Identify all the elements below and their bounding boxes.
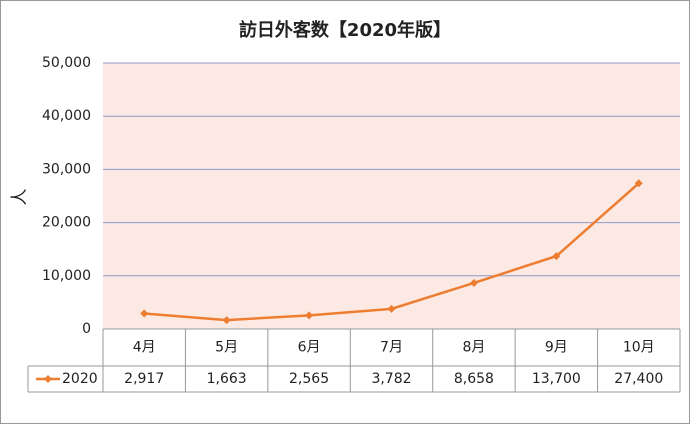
chart-title: 訪日外客数【2020年版】: [239, 19, 451, 41]
data-point: [140, 309, 149, 318]
data-point: [222, 316, 231, 325]
data-point: [469, 278, 478, 287]
x-tick-label: 9月: [545, 340, 568, 356]
table-value: 2,917: [124, 371, 164, 387]
data-point: [305, 311, 314, 320]
table-value: 27,400: [614, 371, 663, 387]
x-tick-label: 8月: [462, 340, 485, 356]
data-point: [634, 179, 643, 188]
data-point: [552, 252, 561, 261]
legend-marker: [44, 375, 52, 383]
table-value: 2,565: [289, 371, 329, 387]
legend-label: 2020: [62, 371, 98, 387]
table-value: 13,700: [532, 371, 581, 387]
x-tick-label: 10月: [623, 340, 655, 356]
x-tick-label: 4月: [133, 340, 156, 356]
table-value: 1,663: [207, 371, 247, 387]
y-tick-label: 50,000: [42, 55, 91, 71]
y-tick-label: 10,000: [42, 268, 91, 284]
y-tick-label: 30,000: [42, 161, 91, 177]
table-value: 8,658: [454, 371, 494, 387]
y-axis-label: 人: [10, 189, 30, 206]
y-tick-label: 0: [82, 321, 91, 337]
data-point: [387, 304, 396, 313]
plot-area: [103, 63, 680, 329]
y-tick-label: 20,000: [42, 215, 91, 231]
table-value: 3,782: [371, 371, 411, 387]
y-tick-label: 40,000: [42, 108, 91, 124]
x-tick-label: 7月: [380, 340, 403, 356]
x-tick-label: 6月: [298, 340, 321, 356]
x-tick-label: 5月: [215, 340, 238, 356]
